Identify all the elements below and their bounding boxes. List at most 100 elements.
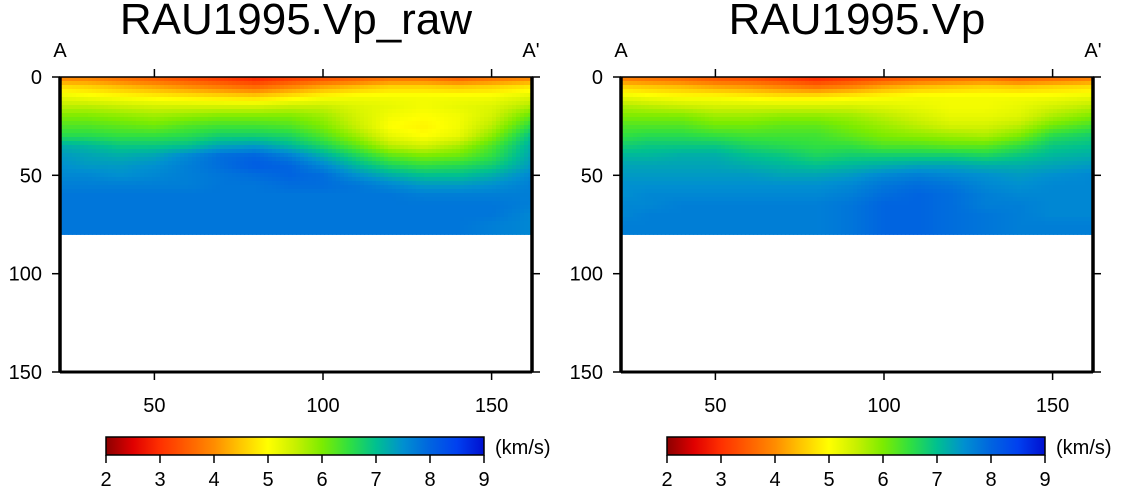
heatmap-cell (84, 217, 89, 222)
heatmap-cell (633, 121, 638, 126)
heatmap-cell (629, 105, 634, 110)
heatmap-cell (236, 129, 241, 134)
heatmap-cell (188, 153, 193, 158)
heatmap-cell (196, 177, 201, 182)
heatmap-cell (68, 233, 73, 235)
heatmap-cell (192, 145, 197, 150)
heatmap-cell (200, 109, 205, 114)
heatmap-cell (204, 161, 209, 166)
heatmap-cell (224, 205, 229, 210)
heatmap-cell (360, 213, 365, 218)
heatmap-cell (212, 137, 217, 142)
heatmap-cell (420, 129, 425, 134)
heatmap-cell (200, 113, 205, 118)
heatmap-cell (188, 121, 193, 126)
heatmap-cell (96, 121, 101, 126)
heatmap-cell (460, 209, 465, 214)
heatmap-cell (284, 145, 289, 150)
heatmap-cell (364, 89, 369, 94)
heatmap-cell (156, 85, 161, 90)
heatmap-cell (621, 193, 626, 198)
heatmap-cell (264, 185, 269, 190)
heatmap-cell (120, 157, 125, 162)
heatmap-cell (224, 225, 229, 230)
heatmap-cell (372, 109, 377, 114)
heatmap-cell (340, 85, 345, 90)
heatmap-cell (96, 181, 101, 186)
heatmap-cell (152, 229, 157, 234)
heatmap-cell (84, 93, 89, 98)
heatmap-cell (240, 105, 245, 110)
heatmap-cell (340, 117, 345, 122)
heatmap-cell (504, 229, 509, 234)
heatmap-cell (200, 213, 205, 218)
heatmap-cell (208, 205, 213, 210)
heatmap-cell (240, 229, 245, 234)
heatmap-cell (144, 173, 149, 178)
heatmap-cell (180, 153, 185, 158)
heatmap-cell (176, 185, 181, 190)
heatmap-cell (432, 141, 437, 146)
heatmap-cell (248, 189, 253, 194)
heatmap-cell (629, 189, 634, 194)
heatmap-cell (220, 133, 225, 138)
heatmap-cell (476, 121, 481, 126)
heatmap-cell (360, 225, 365, 230)
heatmap-cell (252, 193, 257, 198)
heatmap-cell (452, 121, 457, 126)
heatmap-cell (464, 105, 469, 110)
heatmap-cell (184, 77, 189, 82)
heatmap-cell (136, 205, 141, 210)
heatmap-cell (412, 129, 417, 134)
heatmap-cell (388, 201, 393, 206)
heatmap-cell (288, 145, 293, 150)
heatmap-cell (212, 205, 217, 210)
heatmap-cell (452, 193, 457, 198)
heatmap-cell (424, 153, 429, 158)
heatmap-cell (496, 165, 501, 170)
heatmap-cell (633, 177, 638, 182)
heatmap-cell (168, 121, 173, 126)
heatmap-cell (492, 157, 497, 162)
heatmap-cell (192, 229, 197, 234)
heatmap-cell (392, 105, 397, 110)
heatmap-cell (464, 205, 469, 210)
heatmap-cell (64, 173, 69, 178)
heatmap-cell (344, 165, 349, 170)
heatmap-cell (416, 213, 421, 218)
heatmap-cell (308, 229, 313, 234)
heatmap-cell (492, 197, 497, 202)
heatmap-cell (136, 173, 141, 178)
heatmap-cell (376, 189, 381, 194)
heatmap-cell (284, 117, 289, 122)
heatmap-cell (236, 165, 241, 170)
heatmap-cell (276, 209, 281, 214)
heatmap-cell (268, 93, 273, 98)
heatmap-cell (448, 133, 453, 138)
heatmap-cell (352, 125, 357, 130)
heatmap-cell (124, 105, 129, 110)
heatmap-cell (216, 233, 221, 235)
heatmap-cell (168, 81, 173, 86)
heatmap-cell (324, 161, 329, 166)
heatmap-cell (428, 165, 433, 170)
heatmap-cell (512, 157, 517, 162)
heatmap-cell (488, 225, 493, 230)
heatmap-cell (340, 77, 345, 82)
heatmap-cell (484, 133, 489, 138)
heatmap-cell (480, 157, 485, 162)
heatmap-cell (412, 105, 417, 110)
heatmap-cell (276, 197, 281, 202)
heatmap-cell (152, 173, 157, 178)
heatmap-cell (444, 137, 449, 142)
heatmap-cell (508, 233, 513, 235)
heatmap-cell (625, 177, 630, 182)
heatmap-cell (629, 81, 634, 86)
heatmap-cell (64, 133, 69, 138)
heatmap-cell (268, 89, 273, 94)
heatmap-cell (356, 157, 361, 162)
heatmap-cell (508, 93, 513, 98)
heatmap-cell (629, 149, 634, 154)
heatmap-cell (296, 153, 301, 158)
heatmap-cell (128, 213, 133, 218)
